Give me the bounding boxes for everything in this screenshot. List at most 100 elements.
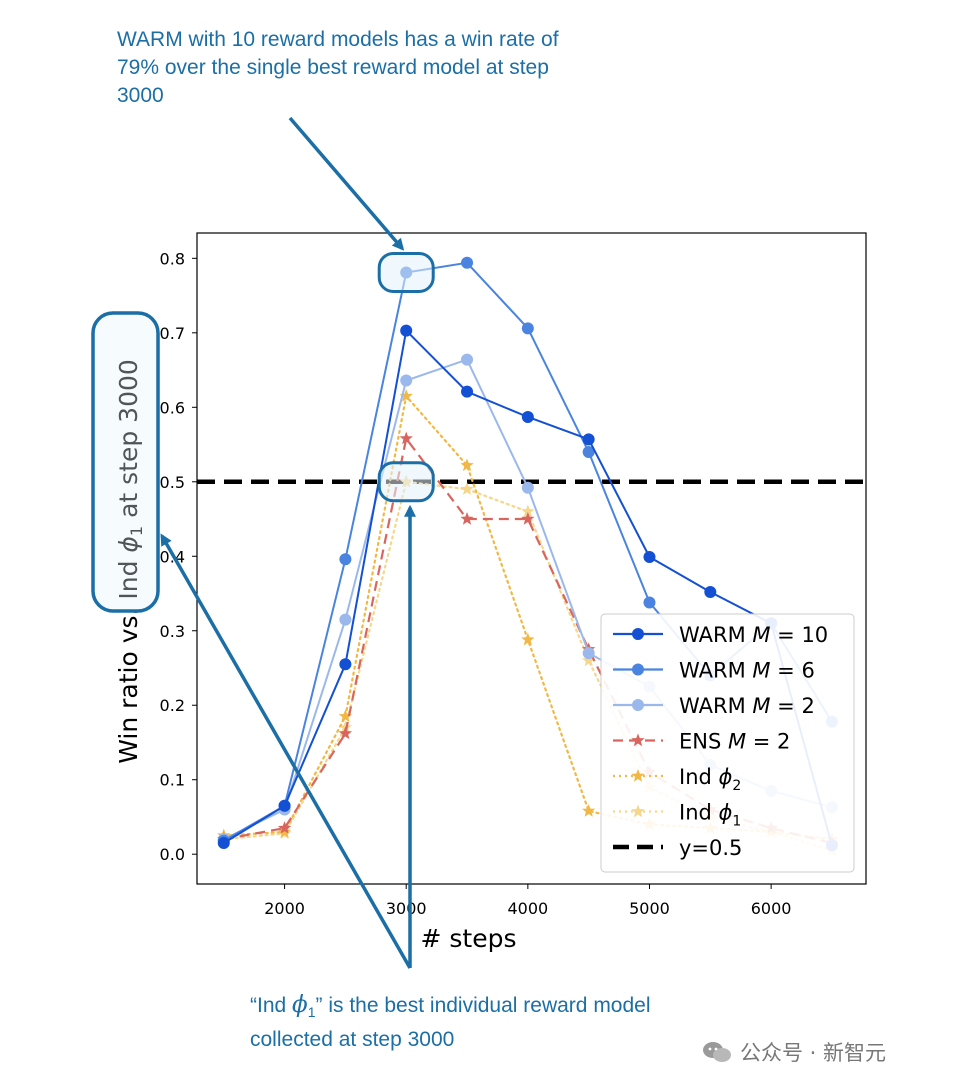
data-point-0	[582, 433, 595, 446]
y-tick-label: 0.1	[160, 771, 185, 790]
data-point-1	[643, 596, 656, 609]
data-point-0	[217, 837, 230, 850]
x-tick-label: 4000	[507, 899, 548, 918]
legend-label-main: y=0.5	[679, 836, 742, 860]
legend-label-rest: = 2	[771, 694, 815, 718]
annotation-bottom-suffix: ” is the best individual reward model co…	[250, 994, 651, 1052]
ylabel-callout	[91, 311, 160, 613]
legend-label-var: ϕ	[719, 801, 733, 825]
annotation-bottom-sub: 1	[307, 1004, 316, 1021]
x-tick-label: 3000	[386, 899, 427, 918]
data-point-4	[399, 389, 413, 402]
data-point-4	[277, 824, 292, 838]
y-tick-label: 0.2	[160, 696, 185, 715]
data-point-2	[461, 353, 474, 366]
warm10-step3000-callout	[377, 251, 435, 293]
legend-marker-0	[632, 628, 644, 640]
legend-marker-4	[631, 769, 645, 782]
data-point-5	[460, 482, 474, 495]
data-point-1	[582, 445, 595, 458]
legend-label-rest: = 6	[771, 659, 815, 683]
annotation-bottom-prefix: “Ind	[250, 994, 293, 1017]
y-axis-label-prefix: Win ratio vs. Ind	[114, 553, 143, 764]
legend-label-var: M	[728, 730, 746, 754]
y-tick-label: 0.7	[160, 324, 185, 343]
watermark: 公众号 · 新智元	[702, 1037, 886, 1067]
plot-area: 200030004000500060000.00.10.20.30.40.50.…	[114, 232, 867, 953]
legend-label-main: WARM	[679, 659, 752, 683]
x-tick-label: 6000	[751, 899, 792, 918]
legend-label-4: Ind ϕ2	[679, 765, 741, 794]
legend-label-rest: 1	[732, 814, 741, 830]
data-point-2	[521, 481, 534, 494]
legend-label-var: M	[752, 623, 770, 647]
arrow-bottom-ylabel	[160, 533, 412, 969]
data-point-4	[521, 632, 535, 646]
legend-marker-2	[632, 699, 644, 711]
legend-label-rest: = 10	[771, 623, 829, 647]
legend-label-1: WARM M = 6	[679, 659, 815, 683]
x-tick-label: 2000	[264, 899, 305, 918]
data-point-2	[400, 374, 413, 387]
data-point-5	[521, 504, 535, 518]
y-tick-label: 0.6	[160, 398, 185, 417]
annotation-top: WARM with 10 reward models has a win rat…	[117, 28, 559, 107]
legend-label-rest: = 2	[746, 730, 790, 754]
legend-label-var: ϕ	[719, 765, 733, 789]
data-point-0	[400, 324, 413, 337]
y-tick-label: 0.0	[160, 845, 185, 864]
legend-label-main: Ind	[679, 801, 719, 825]
y-axis-label-suffix: at step 3000	[114, 359, 143, 526]
data-point-4	[460, 458, 474, 472]
watermark-text: 公众号 · 新智元	[740, 1041, 887, 1065]
legend-label-2: WARM M = 2	[679, 694, 815, 718]
y-axis-label-symbol: ϕ	[114, 536, 143, 553]
y-axis-label: Win ratio vs. Ind ϕ1 at step 3000	[114, 359, 146, 764]
x-tick-label: 5000	[629, 899, 670, 918]
annotation-bottom: “Ind ϕ1” is the best individual reward m…	[250, 991, 680, 1054]
legend-label-3: ENS M = 2	[679, 730, 790, 754]
data-point-1	[339, 553, 352, 566]
overlay	[91, 116, 435, 969]
data-point-0	[461, 385, 474, 398]
data-point-4	[582, 804, 596, 817]
data-point-3	[338, 726, 353, 740]
annotation-bottom-symbol: ϕ	[292, 992, 308, 1018]
x-axis-label: # steps	[421, 924, 517, 953]
data-point-3	[399, 431, 413, 445]
wechat-icon	[703, 1042, 731, 1062]
data-point-3	[460, 512, 474, 525]
legend-label-main: Ind	[679, 765, 719, 789]
legend-label-0: WARM M = 10	[679, 623, 828, 647]
data-point-1	[461, 256, 474, 269]
data-point-0	[278, 799, 291, 812]
data-point-2	[339, 613, 352, 626]
arrow-top	[288, 116, 405, 251]
legend-marker-1	[632, 663, 644, 676]
data-point-3	[521, 512, 535, 525]
data-point-3	[277, 821, 292, 834]
legend-label-var: M	[752, 659, 770, 683]
legend-marker-5	[631, 804, 645, 818]
y-tick-label: 0.3	[160, 622, 185, 641]
y-axis-label-sub: 1	[127, 526, 146, 536]
legend-label-main: WARM	[679, 694, 752, 718]
ind1-step3000-callout	[377, 461, 435, 503]
data-point-0	[521, 410, 534, 423]
data-point-4	[338, 709, 353, 723]
y-tick-label: 0.5	[160, 473, 185, 492]
legend-label-main: ENS	[679, 730, 728, 754]
legend-label-5: Ind ϕ1	[679, 801, 741, 830]
legend-label-rest: 2	[732, 778, 741, 794]
data-point-1	[521, 322, 534, 335]
data-point-0	[704, 586, 717, 599]
legend-label-var: M	[752, 694, 770, 718]
legend-box	[600, 613, 855, 873]
legend-label-6: y=0.5	[679, 836, 742, 860]
legend-label-main: WARM	[679, 623, 752, 647]
legend-marker-3	[631, 733, 645, 747]
y-tick-label: 0.8	[160, 249, 185, 268]
data-point-2	[582, 647, 595, 660]
data-point-0	[339, 658, 352, 671]
